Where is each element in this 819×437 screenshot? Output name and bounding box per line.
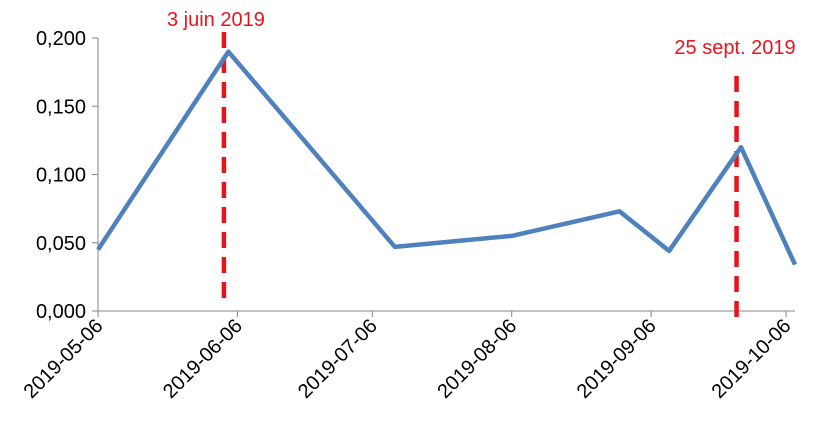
x-tick-label: 2019-10-06 <box>708 315 796 403</box>
annotation-label: 25 sept. 2019 <box>674 37 795 59</box>
x-tick-label: 2019-07-06 <box>294 315 382 403</box>
y-tick-label: 0,000 <box>36 301 86 323</box>
y-tick-label: 0,200 <box>36 28 86 50</box>
y-tick-label: 0,050 <box>36 233 86 255</box>
y-tick-label: 0,150 <box>36 96 86 118</box>
annotation-label: 3 juin 2019 <box>167 9 265 31</box>
x-tick-label: 2019-06-06 <box>159 315 247 403</box>
data-line <box>96 49 798 266</box>
y-tick-label: 0,100 <box>36 165 86 187</box>
x-tick-label: 2019-05-06 <box>20 315 108 403</box>
x-tick-label: 2019-08-06 <box>433 315 521 403</box>
x-tick-label: 2019-09-06 <box>573 315 661 403</box>
